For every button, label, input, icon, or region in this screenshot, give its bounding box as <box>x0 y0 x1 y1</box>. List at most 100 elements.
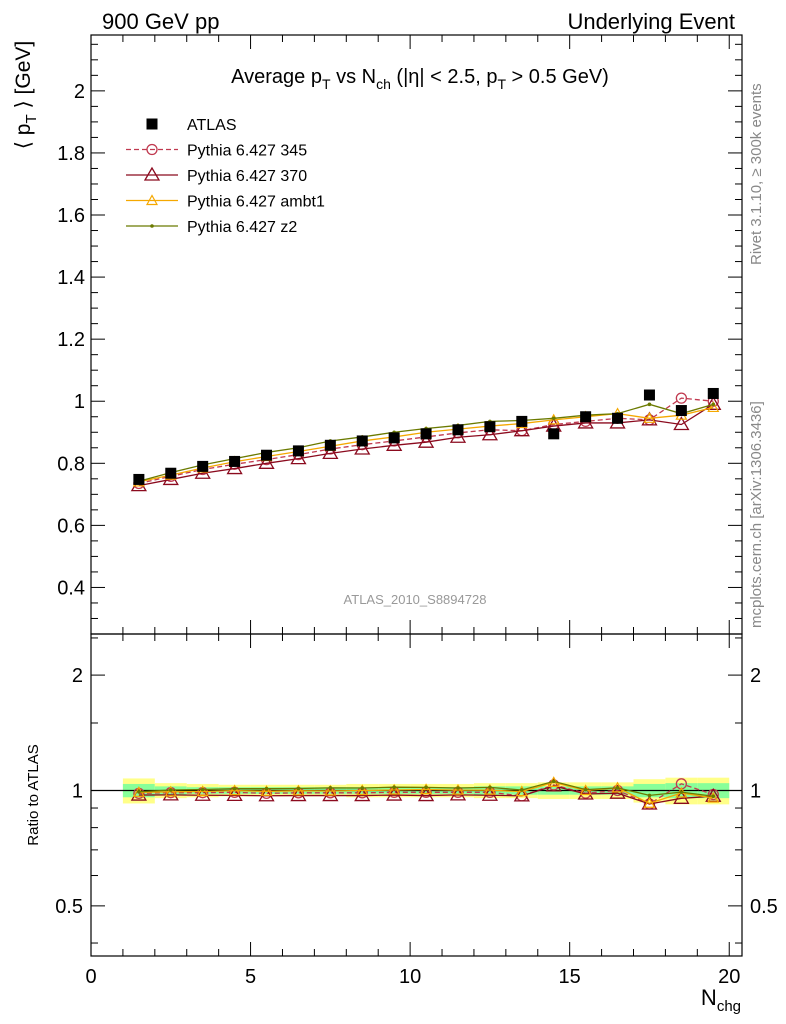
series-pythia-6-427-345-point <box>675 392 688 404</box>
ratio-pythia-6-427-ambt1-point <box>643 797 656 808</box>
ratio-y-tick-label-right: 2 <box>750 665 761 687</box>
ratio-pythia-6-427-z2-point <box>296 786 301 791</box>
legend-pythia-6-427-370-label: Pythia 6.427 370 <box>187 168 307 185</box>
x-tick-label: 20 <box>718 966 740 988</box>
ratio-y-axis-label: Ratio to ATLAS <box>25 744 42 845</box>
legend: ATLAS Pythia 6.427 345 Pythia 6.427 370 Pyt… <box>126 117 325 236</box>
series-pythia-6-427-370-line <box>138 403 714 487</box>
main-y-tick-label: 0.6 <box>57 515 85 537</box>
legend-pythia-6-427-345-marker <box>146 143 158 156</box>
ratio-pythia-6-427-ambt1-point <box>451 783 465 795</box>
series-pythia-6-427-z2-point <box>551 416 556 421</box>
ratio-pythia-6-427-ambt1-point <box>420 783 433 795</box>
analysis-watermark: ATLAS_2010_S8894728 <box>344 592 487 607</box>
ratio-pythia-6-427-ambt1-point <box>228 784 241 796</box>
series-atlas-point <box>388 432 400 444</box>
ratio-y-tick-label-right: 1 <box>750 780 761 802</box>
series-pythia-6-427-370-point <box>705 396 722 410</box>
ratio-pythia-6-427-z2-point <box>711 794 716 799</box>
ratio-pythia-6-427-ambt1-point <box>483 783 496 795</box>
ratio-pythia-6-427-ambt1-point <box>356 784 369 796</box>
ratio-series-layer <box>130 776 722 810</box>
main-y-tick-label: 0.4 <box>57 577 85 599</box>
series-atlas-point <box>165 467 177 479</box>
series-atlas-point <box>133 473 145 485</box>
main-y-axis-label: ⟨ pT ⟩ [GeV] <box>12 41 40 149</box>
main-y-tick-label: 1.6 <box>57 205 85 227</box>
main-y-tick-label: 1.2 <box>57 329 85 351</box>
ratio-pythia-6-427-z2-point <box>200 787 205 792</box>
main-plot-panel: 0.4 0.6 0.8 1 1.2 1.4 1.6 1.8 2 Average pT vs Nc… <box>12 34 743 635</box>
header-right-label: Underlying Event <box>567 9 735 34</box>
ratio-pythia-6-427-z2-point <box>168 788 173 792</box>
ratio-pythia-6-427-z2-point <box>488 785 492 790</box>
main-y-tick-label: 0.8 <box>57 453 85 475</box>
series-pythia-6-427-370-point <box>481 426 499 441</box>
legend-pythia-6-427-370-marker <box>143 166 161 181</box>
ratio-pythia-6-427-ambt1-point <box>388 783 401 795</box>
main-y-axis: 0.4 0.6 0.8 1 1.2 1.4 1.6 1.8 2 <box>57 43 742 619</box>
series-atlas-point <box>612 412 624 424</box>
legend-atlas-marker <box>146 118 158 130</box>
ratio-y-tick-label: 1 <box>72 780 83 802</box>
series-pythia-6-427-z2-point <box>647 402 652 407</box>
ratio-y-axis: 0.5 0.5 1 1 2 2 <box>55 637 778 944</box>
ratio-pythia-6-427-ambt1-point <box>324 784 337 796</box>
ratio-pythia-6-427-z2-point <box>615 786 620 790</box>
ratio-pythia-6-427-370-line <box>138 785 714 805</box>
x-tick-label: 5 <box>245 966 256 988</box>
ratio-plot-frame <box>90 633 743 957</box>
series-atlas-point <box>643 389 655 401</box>
series-pythia-6-427-370-point <box>290 450 307 465</box>
main-y-tick-label: 2 <box>74 81 85 103</box>
series-atlas-point <box>548 428 560 440</box>
ratio-pythia-6-427-z2-point <box>679 790 684 794</box>
ratio-pythia-6-427-z2-point <box>551 779 556 784</box>
series-pythia-6-427-z2-point <box>711 402 716 407</box>
ratio-pythia-6-427-345-line <box>138 783 714 805</box>
series-atlas-point <box>197 460 209 472</box>
ratio-pythia-6-427-z2-point <box>264 786 269 791</box>
main-y-tick-label: 1.4 <box>57 267 85 289</box>
mcplots-label: mcplots.cern.ch [arXiv:1306.3436] <box>748 401 765 628</box>
series-pythia-6-427-370-point <box>673 416 690 431</box>
series-pythia-6-427-370-point <box>417 433 435 448</box>
ratio-pythia-6-427-ambt1-point <box>260 785 273 796</box>
series-pythia-6-427-370-point <box>226 460 243 475</box>
series-pythia-6-427-ambt1-point <box>707 401 720 413</box>
x-axis-label: Nchg <box>701 985 741 1015</box>
series-pythia-6-427-370-point <box>354 440 371 455</box>
ratio-x-axis: 0 5 10 15 20 <box>85 634 740 988</box>
series-atlas-point <box>580 411 592 423</box>
series-pythia-6-427-ambt1-point <box>547 413 560 425</box>
ratio-pythia-6-427-z2-point <box>392 785 396 789</box>
series-atlas-point <box>452 424 464 436</box>
main-series-layer <box>130 387 722 492</box>
series-atlas-point <box>324 439 336 451</box>
x-tick-label: 15 <box>559 966 581 988</box>
ratio-pythia-6-427-ambt1-point <box>515 785 528 797</box>
ratio-pythia-6-427-z2-point <box>360 786 365 790</box>
x-tick-label: 10 <box>399 966 421 988</box>
series-atlas-point <box>484 421 496 433</box>
series-pythia-6-427-ambt1 <box>132 401 720 487</box>
series-atlas-point <box>356 435 368 447</box>
ratio-y-tick-label: 2 <box>72 665 83 687</box>
series-atlas-point <box>420 428 432 440</box>
ratio-pythia-6-427-370-point <box>417 787 435 802</box>
series-pythia-6-427-370-point <box>513 422 530 437</box>
legend-pythia-6-427-z2: Pythia 6.427 z2 <box>126 219 297 236</box>
legend-atlas: ATLAS <box>146 117 237 134</box>
ratio-pythia-6-427-z2-point <box>647 793 652 798</box>
legend-pythia-6-427-345: Pythia 6.427 345 <box>126 143 307 160</box>
rivet-version-label: Rivet 3.1.10, ≥ 300k events <box>748 83 765 265</box>
legend-pythia-6-427-ambt1-label: Pythia 6.427 ambt1 <box>187 194 325 211</box>
ratio-plot-panel: 0.5 0.5 1 1 2 2 0 5 10 15 20 Ratio to ATLAS Nchg <box>25 633 778 1015</box>
ratio-y-tick-label: 0.5 <box>55 896 83 918</box>
series-atlas-point <box>516 415 528 427</box>
main-plot-title: Average pT vs Nch (|η| < 2.5, pT > 0.5 G… <box>231 66 609 92</box>
ratio-pythia-6-427-z2-point <box>137 790 141 794</box>
ratio-pythia-6-427-ambt1-point <box>196 785 209 797</box>
legend-atlas-label: ATLAS <box>187 117 237 134</box>
